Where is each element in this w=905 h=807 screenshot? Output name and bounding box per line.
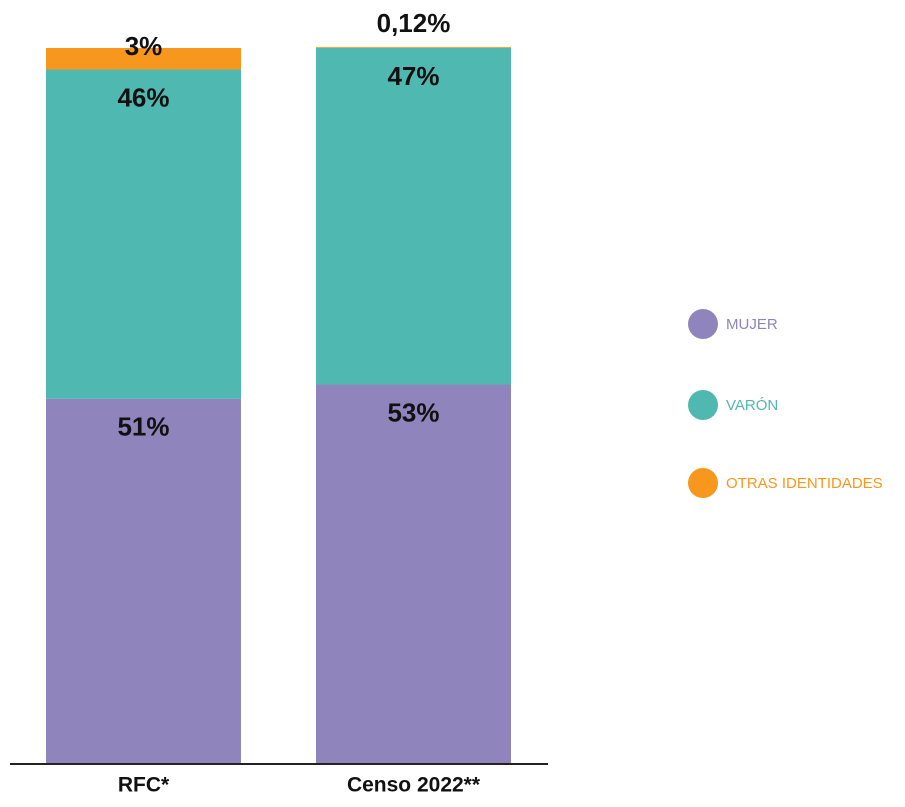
- legend-label: VARÓN: [726, 397, 778, 414]
- bar-segment: [46, 48, 241, 70]
- data-label: 53%: [387, 397, 439, 427]
- data-label: 0,12%: [377, 8, 451, 38]
- data-label: 51%: [117, 412, 169, 442]
- bar-segment: [316, 384, 511, 764]
- bar-segment: [316, 47, 511, 48]
- data-label: 47%: [387, 61, 439, 91]
- legend-swatch: [688, 390, 718, 420]
- bar-segment: [46, 398, 241, 764]
- legend-label: OTRAS IDENTIDADES: [726, 475, 883, 492]
- bar-segment: [46, 69, 241, 399]
- legend-swatch: [688, 309, 718, 339]
- legend-swatch: [688, 468, 718, 498]
- data-label: 3%: [125, 31, 163, 61]
- bar-segment: [316, 48, 511, 385]
- x-tick-label: Censo 2022**: [347, 774, 481, 797]
- data-label: 46%: [117, 82, 169, 112]
- legend-label: MUJER: [726, 316, 778, 333]
- x-tick-label: RFC*: [118, 774, 170, 797]
